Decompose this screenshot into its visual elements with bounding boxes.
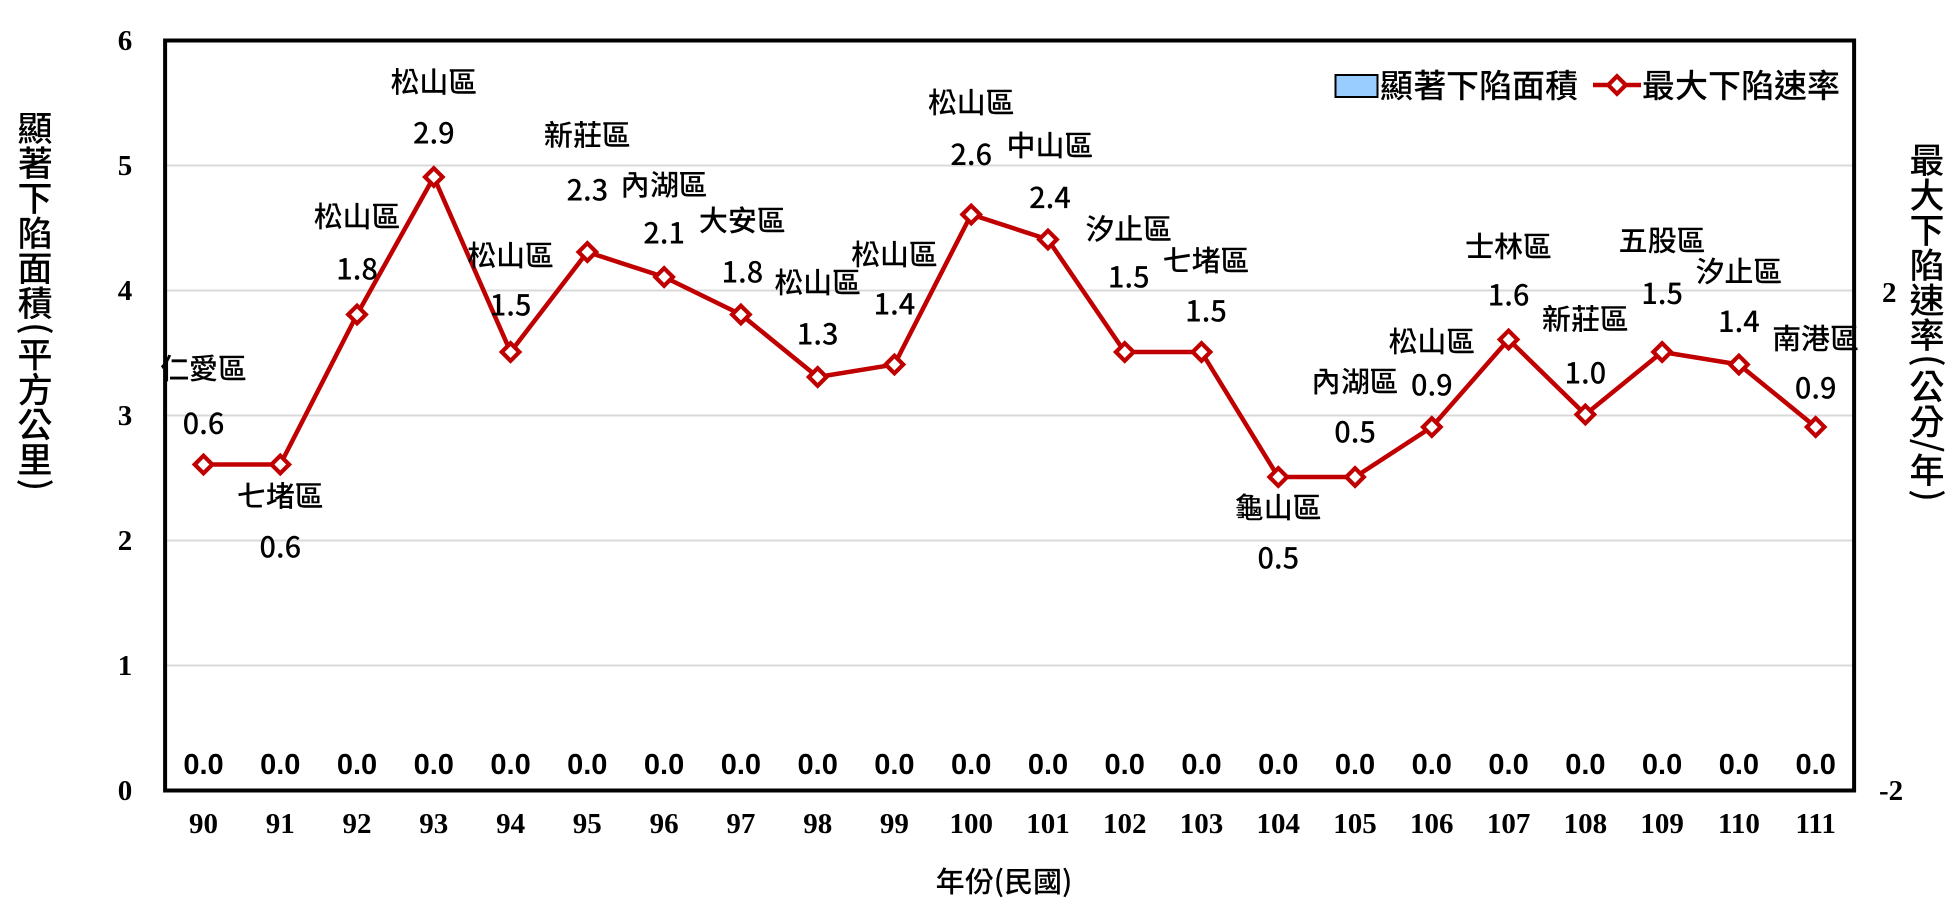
svg-text:103: 103: [1180, 808, 1224, 840]
svg-text:91: 91: [266, 808, 295, 840]
svg-text:0.0: 0.0: [721, 749, 761, 781]
svg-text:0.0: 0.0: [798, 749, 838, 781]
svg-text:92: 92: [343, 808, 372, 840]
svg-text:0.0: 0.0: [874, 749, 914, 781]
svg-text:0.0: 0.0: [1796, 749, 1836, 781]
svg-text:0.0: 0.0: [414, 749, 454, 781]
svg-text:2: 2: [118, 525, 133, 557]
svg-text:5: 5: [118, 150, 133, 182]
svg-text:0.0: 0.0: [1488, 749, 1528, 781]
svg-text:93: 93: [419, 808, 448, 840]
svg-text:-2: -2: [1879, 775, 1903, 807]
svg-text:108: 108: [1564, 808, 1608, 840]
svg-text:96: 96: [650, 808, 679, 840]
svg-text:0.0: 0.0: [183, 749, 223, 781]
svg-text:0.0: 0.0: [490, 749, 530, 781]
svg-text:0.0: 0.0: [1335, 749, 1375, 781]
svg-text:1: 1: [118, 650, 133, 682]
svg-text:0.0: 0.0: [644, 749, 684, 781]
svg-text:0.0: 0.0: [337, 749, 377, 781]
svg-text:104: 104: [1257, 808, 1301, 840]
svg-text:2: 2: [1882, 277, 1897, 309]
svg-text:3: 3: [118, 400, 133, 432]
svg-text:94: 94: [496, 808, 525, 840]
svg-text:0: 0: [118, 775, 133, 807]
svg-text:111: 111: [1796, 808, 1836, 840]
svg-text:105: 105: [1333, 808, 1377, 840]
svg-text:0.0: 0.0: [1719, 749, 1759, 781]
svg-text:0.0: 0.0: [1642, 749, 1682, 781]
svg-text:110: 110: [1718, 808, 1760, 840]
svg-text:0.0: 0.0: [1258, 749, 1298, 781]
svg-text:0.0: 0.0: [951, 749, 991, 781]
svg-text:0.0: 0.0: [1028, 749, 1068, 781]
svg-text:90: 90: [189, 808, 218, 840]
svg-text:0.0: 0.0: [260, 749, 300, 781]
svg-text:6: 6: [118, 25, 133, 57]
svg-text:0.0: 0.0: [1105, 749, 1145, 781]
svg-text:4: 4: [118, 275, 133, 307]
svg-text:0.0: 0.0: [1412, 749, 1452, 781]
svg-text:0.0: 0.0: [567, 749, 607, 781]
svg-text:95: 95: [573, 808, 602, 840]
svg-text:0.0: 0.0: [1181, 749, 1221, 781]
svg-text:100: 100: [949, 808, 993, 840]
svg-text:98: 98: [803, 808, 832, 840]
svg-text:101: 101: [1026, 808, 1070, 840]
svg-text:97: 97: [726, 808, 755, 840]
svg-text:109: 109: [1640, 808, 1684, 840]
svg-text:102: 102: [1103, 808, 1147, 840]
svg-text:99: 99: [880, 808, 909, 840]
svg-text:106: 106: [1410, 808, 1454, 840]
svg-text:0.0: 0.0: [1565, 749, 1605, 781]
svg-text:107: 107: [1487, 808, 1531, 840]
